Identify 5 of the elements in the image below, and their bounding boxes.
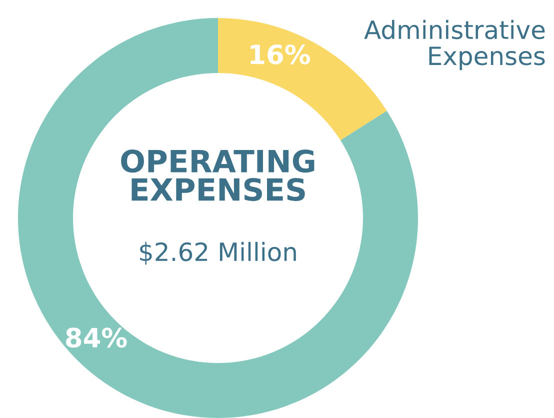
slice-label: Administrative Expenses	[364, 20, 545, 70]
data-label: 84%	[66, 328, 127, 348]
text: OPERATING EXPENSES	[121, 150, 314, 202]
data-label: 16%	[250, 44, 310, 64]
text: $2.62 Million	[140, 242, 296, 265]
